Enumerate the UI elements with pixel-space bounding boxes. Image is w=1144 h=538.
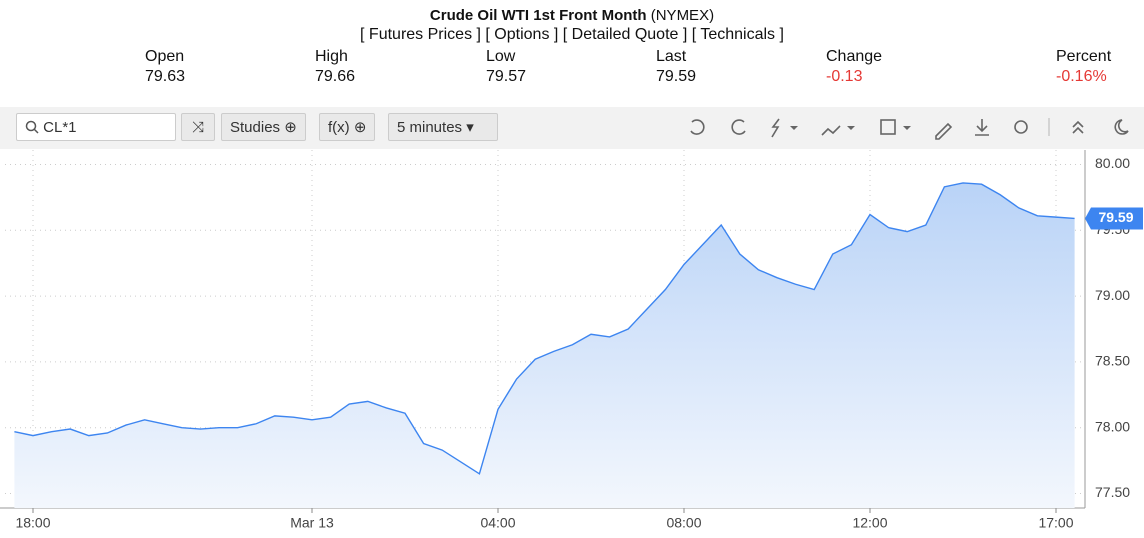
collapse-icon[interactable] [1072,120,1084,134]
stat: Low 79.57 [486,47,526,87]
undo-icon[interactable] [690,119,705,135]
x-tick-label: 08:00 [666,515,701,531]
price-line [14,182,1075,475]
link[interactable]: [ Options ] [485,26,559,43]
link[interactable]: [ Technicals ] [691,26,784,43]
redo-icon[interactable] [731,119,746,135]
stat-label: Percent [1056,48,1112,65]
link[interactable]: [ Detailed Quote ] [562,26,688,43]
stat-label: High [315,48,348,65]
y-tick-label: 79.00 [1095,287,1130,303]
y-tick-label: 80.00 [1095,155,1130,171]
stat-value: -0.16% [1056,68,1107,85]
y-tick-label: 78.00 [1095,418,1130,434]
fx-button[interactable]: f(x) ⊕ [319,113,376,141]
stat-value: 79.57 [486,68,527,85]
stat-label: Last [656,48,687,65]
area [14,182,1075,508]
stat: Change -0.13 [826,47,882,87]
title-row: Crude Oil WTI 1st Front Month (NYMEX) [0,7,1144,24]
link[interactable]: [ Futures Prices ] [360,26,481,43]
x-tick-label: 12:00 [852,515,887,531]
links: [ Futures Prices ] [ Options ] [ Detaile… [0,26,1144,44]
stat-value: 79.66 [315,68,356,85]
layout-icon[interactable] [880,119,896,135]
chart-type-icon[interactable] [821,125,841,136]
x-tick-label: Mar 13 [290,515,334,531]
settings-icon[interactable] [1014,120,1028,134]
toolbar: CL*1 ⤨ Studies ⊕ f(x) ⊕ 5 minutes ▾ [0,107,1144,149]
x-tick-label: 18:00 [15,515,50,531]
y-tick-label: 78.50 [1095,353,1130,369]
x-tick-label: 17:00 [1038,515,1073,531]
stat-label: Change [826,48,883,65]
stat-value: 79.59 [656,68,697,85]
studies-button[interactable]: Studies ⊕ [221,113,306,141]
theme-icon[interactable] [1114,119,1129,135]
interval-button[interactable]: 5 minutes ▾ [388,113,498,141]
stat-label: Open [145,48,185,65]
price-tag: 79.59 [1098,209,1133,225]
stat: Open 79.63 [145,47,185,87]
title: Crude Oil WTI 1st Front Month [429,7,647,24]
price-tag-bg [1085,207,1143,230]
stat: High 79.66 [315,47,355,87]
stat-label: Low [486,48,516,65]
symbol-search[interactable]: CL*1 [16,113,176,141]
y-tick-label: 77.50 [1095,484,1130,500]
symbol: CL*1 [43,119,77,136]
search-icon [25,120,39,134]
toolbar-icons [690,118,1129,140]
stat-value: 79.63 [145,68,186,85]
pencil-icon[interactable] [935,122,953,140]
stat: Percent -0.16% [1056,47,1111,87]
compare-button[interactable]: ⤨ [181,113,215,141]
stat-value: -0.13 [826,68,863,85]
stat: Last 79.59 [656,47,696,87]
draw-icon[interactable] [771,118,780,138]
header: Crude Oil WTI 1st Front Month (NYMEX) [ … [0,0,1144,44]
x-tick-label: 04:00 [480,515,515,531]
fx: f(x) [328,119,350,136]
download-icon[interactable] [975,119,989,136]
studies: Studies [230,119,281,136]
exchange: (NYMEX) [650,7,715,24]
interval: 5 minutes [397,119,463,136]
